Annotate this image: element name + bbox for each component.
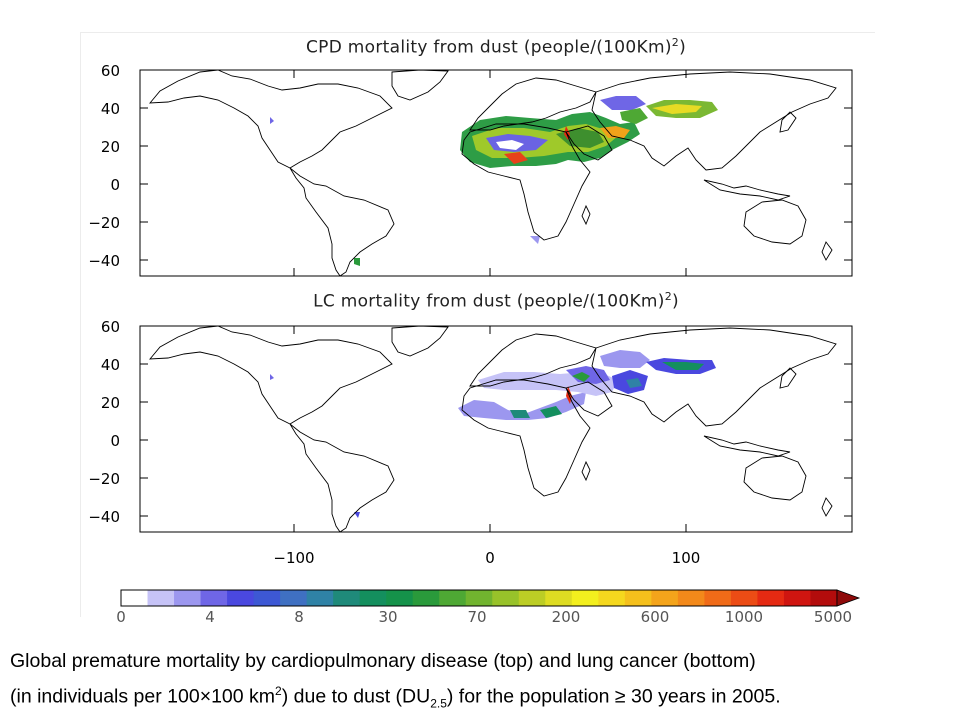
colorbar [120,589,861,607]
colorbar-label: 70 [467,608,486,626]
top-map: 60 40 20 0 −20 −40 [88,62,853,277]
colorbar-swatch [386,590,414,606]
colorbar-swatch [783,590,811,606]
colorbar-label: 8 [294,608,304,626]
colorbar-swatch [147,590,175,606]
colorbar-swatch [730,590,758,606]
top-y-tick-label: 40 [101,100,120,118]
colorbar-swatch [359,590,387,606]
colorbar-swatch [704,590,732,606]
bottom-map-title: LC mortality from dust (people/(100Km)2) [313,290,679,312]
colorbar-swatch [253,590,281,606]
bottom-axis-ticks [140,325,852,532]
x-tick-label: −100 [273,549,314,567]
colorbar-label: 1000 [725,608,763,626]
colorbar-swatch [306,590,334,606]
bottom-y-tick-label: −20 [88,470,120,488]
x-tick-label: 100 [672,549,701,567]
top-map-title: CPD mortality from dust (people/(100Km)2… [305,36,687,58]
colorbar-swatch [624,590,652,606]
colorbar-swatch [465,590,493,606]
colorbar-label: 4 [205,608,215,626]
top-y-tick-label: 60 [101,62,120,80]
caption-line-2: (in individuals per 100×100 km2) due to … [10,684,781,711]
top-y-tick-label: 0 [110,176,120,194]
top-y-tick-label: −40 [88,252,120,270]
colorbar-swatch [598,590,626,606]
colorbar-swatch [810,590,838,606]
bottom-y-tick-label: −40 [88,508,120,526]
colorbar-swatch [121,590,149,606]
caption-line-1: Global premature mortality by cardiopulm… [10,650,756,672]
bottom-y-tick-label: 20 [101,394,120,412]
colorbar-swatch [200,590,228,606]
top-axis-ticks [140,69,852,276]
colorbar-swatch [518,590,546,606]
colorbar-label: 600 [641,608,670,626]
colorbar-swatch [280,590,308,606]
colorbar-swatch [227,590,255,606]
colorbar-extend-arrow [836,589,861,607]
colorbar-swatch [677,590,705,606]
colorbar-label: 5000 [814,608,852,626]
top-y-tick-label: −20 [88,214,120,232]
top-dust-mortality-shading [270,96,718,266]
bottom-map: 60 40 20 0 −20 −40 [88,318,853,533]
colorbar-label: 30 [378,608,397,626]
colorbar-swatch [651,590,679,606]
bottom-y-tick-label: 40 [101,356,120,374]
colorbar-swatch [545,590,573,606]
bottom-y-tick-label: 0 [110,432,120,450]
colorbar-swatch [333,590,361,606]
colorbar-label: 0 [116,608,126,626]
figure-caption: Global premature mortality by cardiopulm… [10,646,955,718]
colorbar-swatch [412,590,440,606]
figure-frame [80,32,875,617]
x-tick-label: 0 [485,549,495,567]
colorbar-swatch [571,590,599,606]
bottom-y-tick-label: 60 [101,318,120,336]
colorbar-swatch [439,590,467,606]
colorbar-swatch [174,590,202,606]
colorbar-swatch [492,590,520,606]
top-y-tick-label: 20 [101,138,120,156]
colorbar-swatch [757,590,785,606]
colorbar-label: 200 [552,608,581,626]
